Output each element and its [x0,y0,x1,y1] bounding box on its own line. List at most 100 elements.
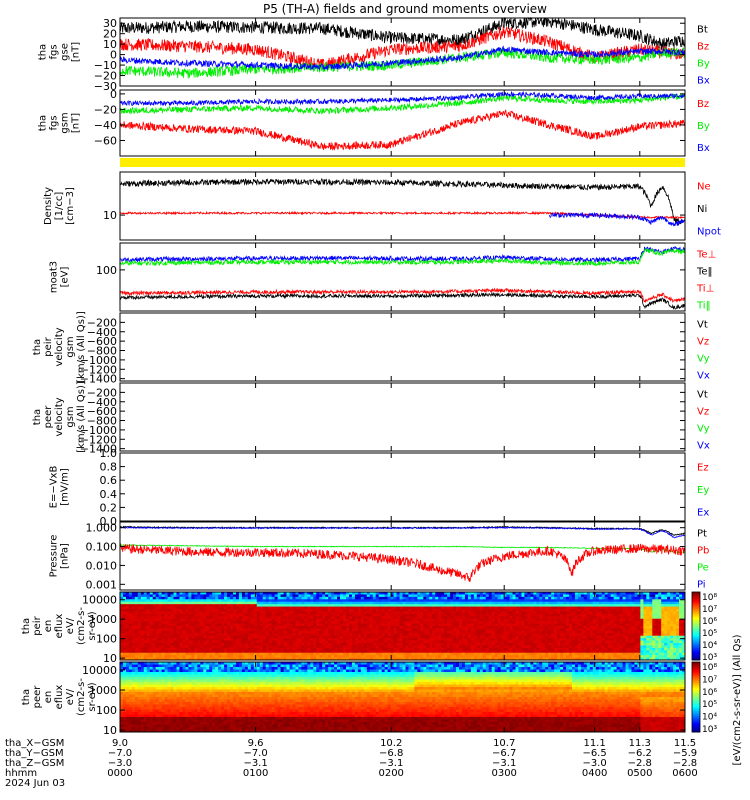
heatmap-cell [524,616,528,620]
heatmap-cell [188,606,192,610]
heatmap-cell [479,626,484,629]
heatmap-cell [363,623,368,627]
heatmap-cell [411,630,415,634]
heatmap-cell [155,652,160,656]
heatmap-cell [482,652,487,656]
heatmap-cell [542,604,546,607]
heatmap-cell [173,645,177,649]
heatmap-cell [227,635,231,639]
heatmap-cell [182,650,186,654]
heatmap-cell [384,623,389,627]
heatmap-cell [610,604,615,607]
heatmap-cell [607,609,612,612]
heatmap-cell [194,594,198,598]
heatmap-cell [491,657,496,661]
heatmap-cell [280,626,284,629]
heatmap-cell [280,638,284,641]
heatmap-cell [218,609,222,612]
heatmap-cell [334,633,338,637]
heatmap-cell [491,606,496,610]
heatmap-cell [414,599,418,603]
heatmap-cell [485,611,490,615]
heatmap-cell [476,650,481,654]
heatmap-cell [334,638,338,641]
heatmap-cell [604,606,609,610]
legend-Ti⊥: Ti⊥ [696,284,714,295]
heatmap-cell [497,592,502,595]
heatmap-cell [414,652,418,656]
heatmap-cell [530,645,534,649]
heatmap-cell [122,626,127,629]
heatmap-cell [527,601,531,605]
heatmap-cell [155,655,160,658]
heatmap-cell [215,652,219,656]
heatmap-cell [343,643,347,646]
heatmap-cell [533,626,537,629]
heatmap-cell [601,652,606,656]
heatmap-cell [188,592,192,595]
heatmap-cell [158,628,163,632]
heatmap-cell [143,616,148,620]
heatmap-cell [429,655,433,658]
heatmap-cell [271,606,276,610]
heatmap-cell [598,640,603,644]
heatmap-cell [203,626,207,629]
heatmap-cell [271,594,276,598]
heatmap-cell [268,630,273,634]
heatmap-cell [557,601,561,605]
heatmap-cell [432,599,436,603]
heatmap-cell [560,618,564,622]
heatmap-cell [366,594,371,598]
heatmap-cell [280,596,284,600]
heatmap-cell [542,635,546,639]
heatmap-cell [521,606,525,610]
heatmap-cell [265,616,270,620]
heatmap-cell [247,643,252,646]
heatmap-cell [402,592,406,595]
heatmap-cell [390,621,394,624]
heatmap-cell [191,647,195,651]
heatmap-cell [167,606,171,610]
heatmap-cell [146,630,151,634]
heatmap-cell [393,611,397,615]
heatmap-cell [197,613,201,617]
heatmap-cell [197,652,201,656]
heatmap-cell [494,623,499,627]
heatmap-cell [179,594,183,598]
heatmap-cell [444,626,448,629]
heatmap-cell [331,592,335,595]
heatmap-cell [444,652,448,656]
heatmap-cell [354,601,359,605]
heatmap-cell [149,592,154,595]
heatmap-cell [128,652,133,656]
heatmap-cell [369,640,374,644]
heatmap-cell [203,630,207,634]
heatmap-cell [146,606,151,610]
heatmap-cell [482,592,487,595]
y-tick-label: −800 [87,415,117,428]
heatmap-cell [164,628,168,632]
heatmap-cell [238,643,243,646]
heatmap-cell [244,618,249,622]
heatmap-cell [120,606,124,610]
heatmap-cell [447,596,451,600]
heatmap-cell [158,611,163,615]
heatmap-cell [423,650,427,654]
heatmap-cell [238,594,243,598]
heatmap-cell [152,613,157,617]
heatmap-cell [301,655,305,658]
heatmap-cell [583,592,588,595]
heatmap-cell [274,638,278,641]
heatmap-cell [539,613,543,617]
heatmap-cell [542,628,546,632]
heatmap-cell [414,601,418,605]
heatmap-cell [149,616,154,620]
heatmap-cell [548,647,552,651]
heatmap-cell [176,626,180,629]
heatmap-cell [250,643,255,646]
heatmap-cell [470,601,475,605]
heatmap-cell [598,599,603,603]
heatmap-cell [393,609,397,612]
heatmap-cell [509,604,513,607]
heatmap-cell [194,652,198,656]
